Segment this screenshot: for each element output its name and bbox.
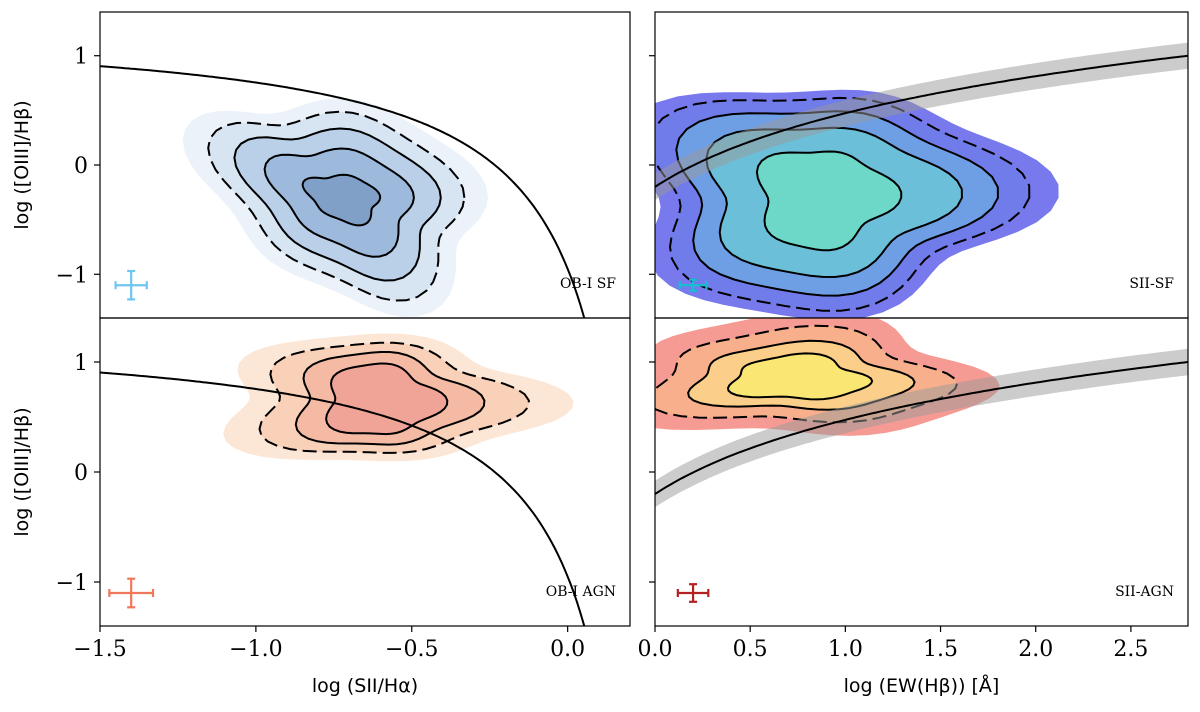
- x-tick-label: 2.5: [1113, 637, 1148, 662]
- plot-area: [100, 333, 586, 626]
- panel-label: OB-I AGN: [546, 584, 616, 600]
- contour-line-2: [705, 126, 963, 279]
- demarcation-curve: [655, 54, 1188, 188]
- x-tick-label: −0.5: [385, 637, 438, 662]
- contour-line-1: [755, 150, 903, 252]
- contour-fill-1: [302, 174, 381, 226]
- x-tick-label: 2.0: [1018, 637, 1053, 662]
- contour-fill-1: [756, 151, 902, 251]
- plot-area: [100, 65, 586, 318]
- x-tick-label: −1.0: [229, 637, 282, 662]
- y-axis-label: log ([OIII]/Hβ): [11, 407, 33, 536]
- uncertainty-band: [655, 348, 1188, 508]
- uncertainty-band: [655, 42, 1188, 200]
- y-tick-label: 0: [74, 154, 88, 179]
- plot-area: [655, 42, 1188, 318]
- panel-sii-agn: 0.0 0.5 1.0 1.5 2.0 2.5 SII-AGN log (EW(Hβ)) [Å…: [638, 317, 1189, 697]
- contour-line-2: [263, 147, 415, 258]
- panel-ob1-agn: −1 0 1 −1.5 −1.0 −0.5 0.0 OB-I AGN log ([OIII]/H…: [11, 317, 631, 697]
- x-tick-label: 0.0: [638, 637, 673, 662]
- x-tick-label: 1.5: [923, 637, 958, 662]
- x-tick-label: 1.0: [828, 637, 863, 662]
- contour-line-1: [301, 173, 382, 227]
- panel-label: SII-SF: [1129, 276, 1174, 292]
- panel-label: OB-I SF: [560, 276, 616, 292]
- plot-area: [655, 318, 1188, 508]
- y-tick-label: 0: [74, 461, 88, 486]
- contour-line-3: [675, 110, 999, 297]
- y-axis-label: log ([OIII]/Hβ): [11, 100, 33, 229]
- error-bar: [676, 583, 710, 603]
- x-tick-label: 0.5: [733, 637, 768, 662]
- y-tick-label: −1: [56, 571, 88, 596]
- contour-fill-1: [326, 363, 448, 435]
- demarcation-curve: [655, 361, 1188, 495]
- error-bar: [678, 278, 708, 292]
- contour-line-4: [207, 110, 466, 302]
- panel-ob1-sf: −1 0 1 OB-I SF log ([OIII]/Hβ): [11, 11, 631, 319]
- contour-line-1: [325, 362, 449, 436]
- y-tick-label: −1: [56, 263, 88, 288]
- contour-line-1: [726, 352, 874, 401]
- y-tick-label: 1: [74, 45, 88, 70]
- y-tick-label: 1: [74, 351, 88, 376]
- x-axis-label: log (SII/Hα): [312, 675, 418, 697]
- x-tick-label: 0.0: [550, 637, 585, 662]
- error-bar: [114, 269, 148, 301]
- contour-fill-1: [728, 353, 873, 400]
- contour-line-3: [258, 341, 530, 454]
- x-tick-label: −1.5: [73, 637, 126, 662]
- demarcation-curve: [100, 65, 586, 318]
- contour-line-2: [294, 351, 486, 446]
- x-axis-label: log (EW(Hβ)) [Å]: [844, 674, 1000, 697]
- panel-label: SII-AGN: [1115, 584, 1174, 600]
- contour-line-3: [233, 127, 442, 282]
- panel-sii-sf: SII-SF: [649, 11, 1189, 319]
- demarcation-curve: [100, 371, 586, 626]
- error-bar: [108, 577, 155, 609]
